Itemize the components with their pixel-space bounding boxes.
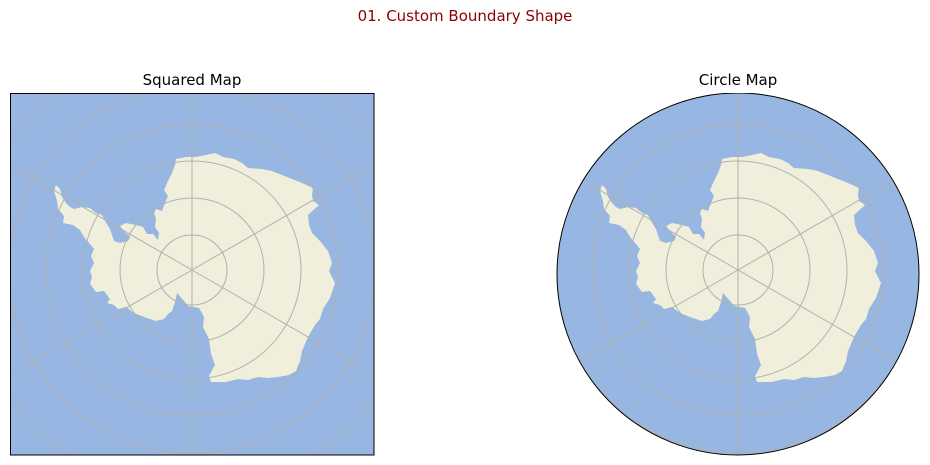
squared-map <box>10 93 375 456</box>
antarctica-landmass <box>600 153 881 382</box>
circle-map <box>556 93 920 456</box>
antarctica-landmass <box>54 153 335 382</box>
figure-suptitle: 01. Custom Boundary Shape <box>357 7 573 25</box>
square-boundary <box>10 93 375 456</box>
graticule <box>10 93 374 455</box>
circle-boundary <box>556 93 920 456</box>
circle-map-title: Circle Map <box>698 71 778 89</box>
graticule <box>557 93 919 455</box>
squared-map-title: Squared Map <box>142 71 242 89</box>
